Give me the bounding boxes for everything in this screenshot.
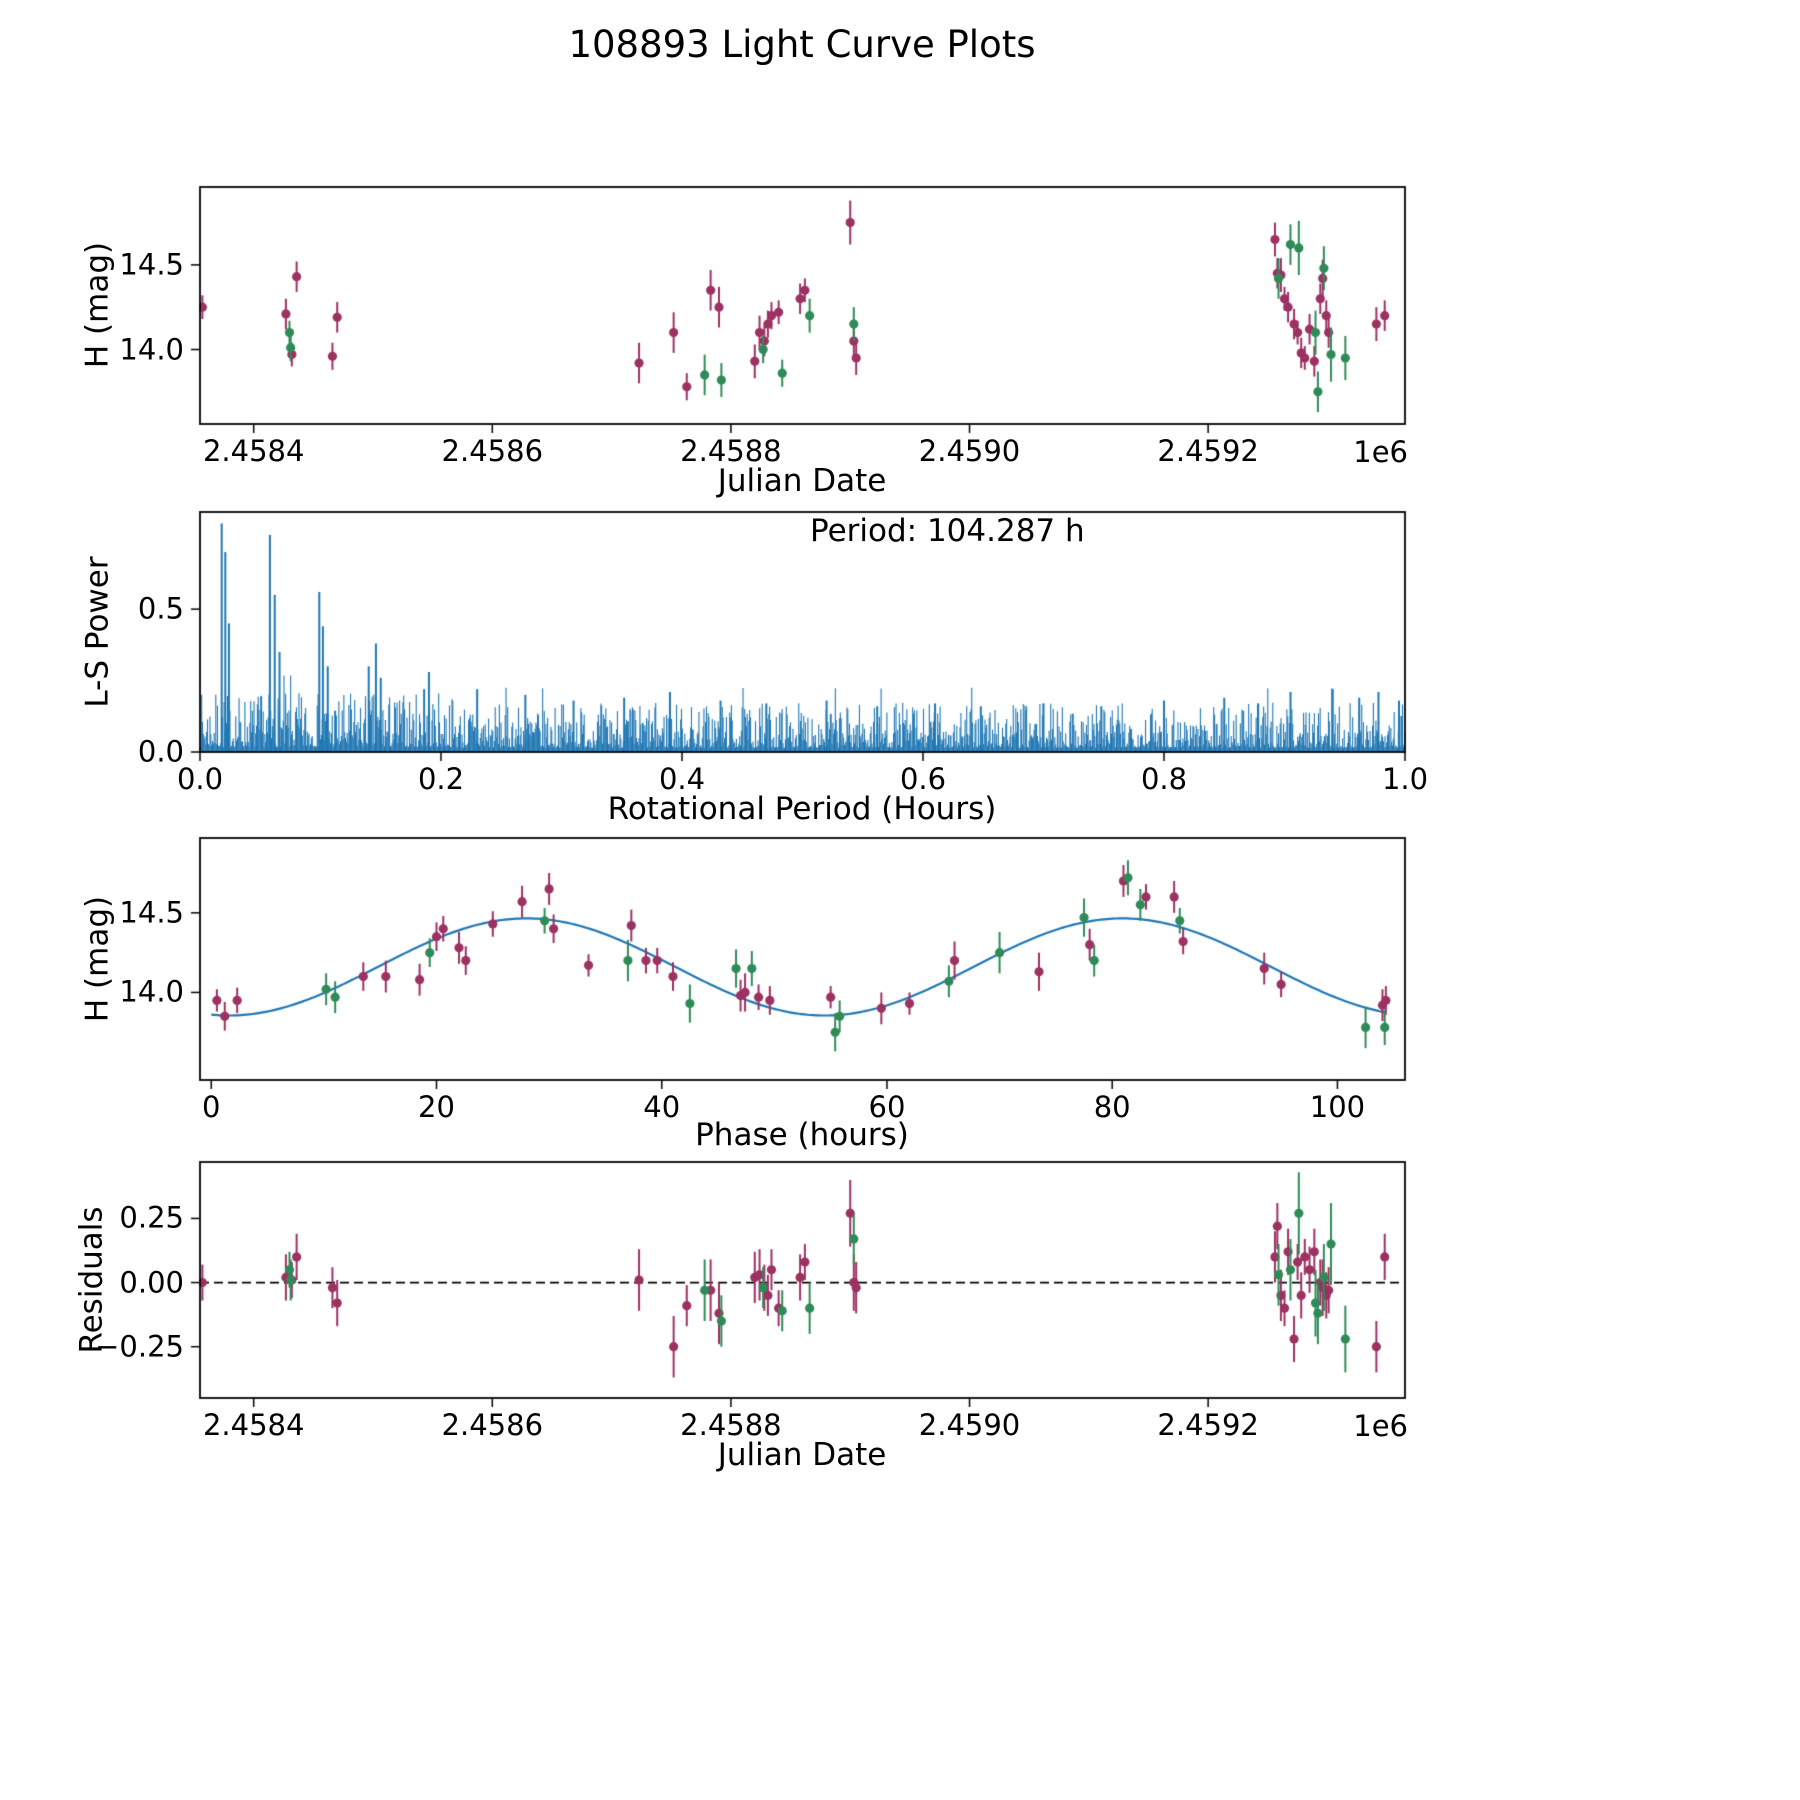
axis-ylabel-hmag-2: H (mag) bbox=[79, 895, 116, 1023]
axis-ylabel-hmag-1: H (mag) bbox=[79, 241, 116, 369]
axis-offset-1e6-2: 1e6 bbox=[1353, 1409, 1408, 1443]
axis-ylabel-residuals: Residuals bbox=[73, 1206, 110, 1354]
figure-title: 108893 Light Curve Plots bbox=[568, 23, 1036, 66]
axis-xlabel-julian-date-1: Julian Date bbox=[717, 463, 887, 499]
axis-xlabel-rotational-period: Rotational Period (Hours) bbox=[607, 791, 997, 827]
axis-xlabel-phase-hours: Phase (hours) bbox=[695, 1117, 909, 1153]
axis-offset-1e6-1: 1e6 bbox=[1353, 435, 1408, 469]
axis-ylabel-ls-power: L-S Power bbox=[79, 556, 116, 708]
period-annotation: Period: 104.287 h bbox=[810, 513, 1085, 549]
axis-xlabel-julian-date-2: Julian Date bbox=[717, 1437, 887, 1473]
